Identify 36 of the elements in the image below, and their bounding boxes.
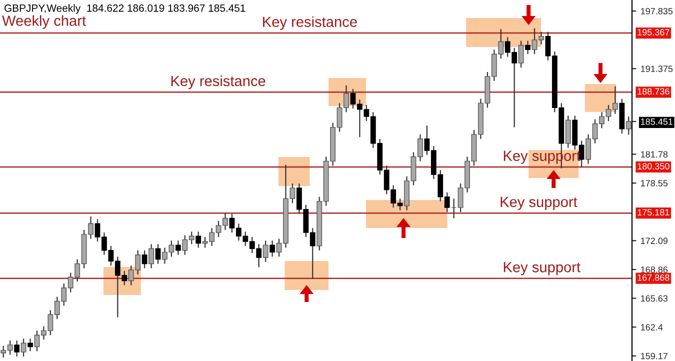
ref-line-label: 195.367: [638, 29, 670, 36]
chart-title: GBPJPY,Weekly 184.622 186.019 183.967 185.451: [4, 4, 246, 14]
candlestick: [14, 340, 20, 358]
text: Weekly chart: [2, 15, 86, 29]
annotation: Key support: [500, 196, 578, 210]
candlestick: [196, 231, 202, 248]
candlestick: [565, 115, 571, 148]
candlestick: [175, 240, 181, 256]
y-tick-label: 168.86: [641, 266, 668, 273]
ref-line-label: 180.350: [638, 163, 670, 170]
candlestick: [518, 40, 524, 68]
y-tick-label: 159.17: [641, 352, 668, 360]
annotation: Key resistance: [171, 75, 266, 90]
candlestick: [28, 338, 33, 352]
candlestick: [262, 240, 268, 263]
y-tick-label: 172.09: [641, 238, 668, 244]
y-tick-label: 165.63: [641, 295, 668, 302]
candlestick: [451, 198, 457, 219]
candlestick: [155, 244, 161, 264]
ref-line-label: 175.181: [638, 209, 670, 216]
candlestick: [626, 116, 632, 136]
y-tick-label: 191.375: [641, 66, 673, 72]
candlestick: [525, 40, 530, 55]
y-tick-label: 178.55: [641, 180, 668, 186]
candlestick: [148, 244, 154, 269]
y-tick-label: 185.451: [641, 118, 673, 125]
annotation: Key resistance: [263, 16, 357, 30]
annotation: Key support: [504, 262, 580, 276]
ref-line-label: 167.868: [638, 274, 670, 281]
y-tick-label: 162.4: [641, 324, 663, 330]
candlestick: [20, 338, 26, 358]
ref-line-label: 188.736: [638, 88, 670, 95]
y-tick-label: 181.78: [641, 151, 668, 158]
candlestick: [142, 250, 148, 269]
y-tick-label: 197.835: [641, 8, 673, 14]
candlestick: [270, 240, 275, 258]
